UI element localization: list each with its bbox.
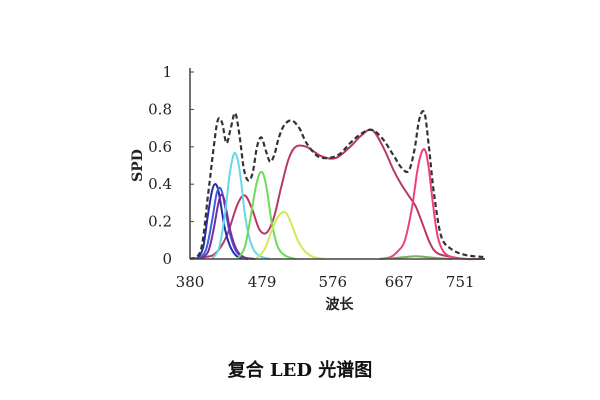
led-spd-line xyxy=(200,193,256,260)
x-axis-label: 波长 xyxy=(326,296,355,313)
y-tick-label: 0.2 xyxy=(148,213,172,231)
led-spd-line xyxy=(379,147,467,260)
y-tick-label: 0.8 xyxy=(148,100,172,118)
led-spd-line xyxy=(197,186,253,260)
y-tick-label: 1 xyxy=(162,63,172,81)
y-axis-ticks: 0 0.2 0.4 0.6 0.8 1 xyxy=(148,63,194,268)
composite-spd-line xyxy=(189,110,486,260)
led-spd-line xyxy=(211,151,271,260)
led-spd-line xyxy=(254,210,326,260)
led-spd-line xyxy=(236,170,296,260)
led-spd-line xyxy=(196,183,249,260)
figure-caption: 复合 LED 光谱图 xyxy=(227,360,373,381)
x-tick-label: 751 xyxy=(446,273,475,291)
y-axis-label: SPD xyxy=(130,149,146,182)
spectrum-series xyxy=(189,110,486,261)
led-spd-line xyxy=(379,255,453,260)
y-tick-label: 0.4 xyxy=(148,175,172,193)
x-tick-label: 667 xyxy=(385,273,414,291)
led-spd-line xyxy=(189,128,486,261)
y-tick-label: 0.6 xyxy=(148,138,172,156)
y-tick-label: 0 xyxy=(162,250,172,268)
x-axis-ticks: 380 479 576 667 751 xyxy=(176,273,475,291)
x-tick-label: 479 xyxy=(248,273,277,291)
x-tick-label: 576 xyxy=(318,273,347,291)
x-tick-label: 380 xyxy=(176,273,205,291)
spd-chart: 0 0.2 0.4 0.6 0.8 1 380 479 576 667 751 SPD 波长 xyxy=(130,63,486,313)
